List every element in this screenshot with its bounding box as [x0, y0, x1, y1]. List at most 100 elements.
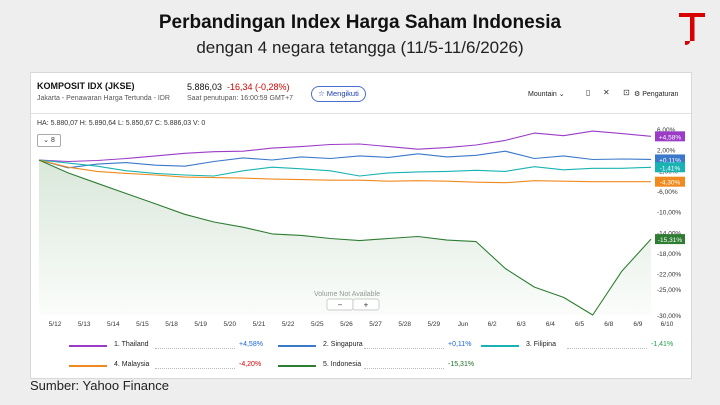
x-tick-label: 5/12	[49, 321, 62, 328]
plus-icon: +	[364, 301, 369, 310]
settings-button[interactable]: ⚙ Pengaturan	[634, 90, 678, 98]
x-tick-label: 5/18	[165, 321, 178, 328]
minus-icon: −	[338, 301, 343, 310]
line-chart: 6,00%2,00%-2,00%-6,00%-10,00%-14,00%-18,…	[38, 127, 685, 328]
y-tick-label: -30,00%	[657, 313, 681, 320]
legend-value: -15,31%	[448, 361, 475, 368]
legend-leader	[155, 348, 235, 349]
close-icon[interactable]: ✕	[603, 88, 610, 97]
fullscreen-icon[interactable]: ⊡	[623, 88, 630, 97]
chart-panel: KOMPOSIT IDX (JKSE) Jakarta - Penawaran …	[30, 72, 692, 379]
y-tick-label: -10,00%	[657, 210, 681, 217]
x-tick-label: 5/26	[340, 321, 353, 328]
legend-item[interactable]: 1. Thailand +4,58%	[69, 339, 269, 353]
legend-series-name: 2. Singapura	[323, 341, 363, 348]
legend-value: +4,58%	[239, 341, 263, 348]
series-line-3	[38, 159, 652, 177]
follow-label: Mengikuti	[326, 89, 359, 98]
x-tick-label: 5/28	[398, 321, 411, 328]
end-label-bg	[655, 154, 685, 165]
y-tick-label: -25,00%	[657, 287, 681, 294]
series-line-2	[38, 150, 652, 169]
close-time: Saat penutupan: 16:00:59 GMT+7	[187, 95, 294, 102]
end-label: -4,30%	[660, 180, 681, 187]
x-tick-label: 6/3	[517, 321, 526, 328]
price-change: -16,34 (-0,28%)	[227, 82, 290, 92]
legend-series-name: 5. Indonesia	[323, 361, 362, 368]
tempo-t-logo	[679, 13, 705, 45]
series-line-1	[38, 130, 652, 163]
series-line-4	[38, 159, 651, 184]
legend-series-name: 3. Filipina	[526, 341, 556, 348]
x-tick-label: 6/2	[488, 321, 497, 328]
legend-series-name: 1. Thailand	[114, 341, 149, 348]
legend-leader	[567, 348, 647, 349]
y-tick-label: -18,00%	[657, 251, 681, 258]
star-icon: ☆	[318, 89, 325, 98]
legend-item[interactable]: 4. Malaysia -4,20%	[69, 359, 269, 373]
end-label-bg	[655, 234, 685, 245]
divider	[31, 113, 691, 114]
x-tick-label: Jun	[458, 321, 469, 328]
x-tick-label: 6/10	[661, 321, 674, 328]
page-subtitle: dengan 4 negara tetangga (11/5-11/6/2026…	[196, 38, 524, 57]
legend-value: -1,41%	[651, 341, 674, 348]
legend-swatch	[69, 345, 107, 347]
end-label: -1,41%	[660, 165, 681, 172]
settings-label: Pengaturan	[642, 91, 679, 98]
ticker-name: KOMPOSIT IDX (JKSE)	[37, 81, 135, 91]
legend-series-name: 4. Malaysia	[114, 361, 150, 368]
x-tick-label: 5/13	[78, 321, 91, 328]
legend-item[interactable]: 5. Indonesia -15,31%	[278, 359, 478, 373]
end-label: +0,11%	[659, 157, 681, 164]
end-label-bg	[655, 176, 685, 187]
end-label-bg	[655, 162, 685, 173]
x-tick-label: 5/25	[311, 321, 324, 328]
exchange-info: Jakarta - Penawaran Harga Tertunda - IDR	[37, 95, 170, 102]
x-tick-label: 5/27	[369, 321, 382, 328]
y-tick-label: -6,00%	[657, 189, 678, 196]
x-tick-label: 6/9	[633, 321, 642, 328]
indicator-count: 8	[50, 137, 55, 144]
x-tick-label: 5/29	[428, 321, 441, 328]
follow-button[interactable]: ☆ Mengikuti	[311, 86, 366, 102]
indonesia-area	[39, 160, 651, 315]
ohlc-readout: HA: 5.880,07 H: 5.890,64 L: 5.850,67 C: …	[37, 120, 206, 127]
x-tick-label: 6/8	[604, 321, 613, 328]
x-tick-label: 5/22	[282, 321, 295, 328]
y-tick-label: -22,00%	[657, 272, 681, 279]
legend-value: +0,11%	[448, 341, 472, 348]
legend-swatch	[278, 345, 316, 347]
theme-label: Mountain	[528, 91, 557, 98]
y-tick-label: 2,00%	[657, 148, 676, 155]
x-tick-label: 5/20	[224, 321, 237, 328]
x-tick-label: 5/21	[253, 321, 266, 328]
legend-swatch	[481, 345, 519, 347]
legend-item[interactable]: 3. Filipina -1,41%	[481, 339, 681, 353]
price-value: 5.886,03	[187, 82, 223, 92]
end-label-bg	[655, 131, 685, 142]
end-label: +4,58%	[659, 134, 681, 141]
end-label: -15,31%	[658, 237, 682, 244]
series-line-5	[38, 159, 652, 316]
legend-value: -4,20%	[239, 361, 262, 368]
indicator-toggle[interactable]: ⌄ 8	[37, 134, 61, 147]
gear-icon: ⚙	[634, 91, 641, 98]
x-tick-label: 6/5	[575, 321, 584, 328]
x-tick-label: 5/19	[194, 321, 207, 328]
page-title: Perbandingan Index Harga Saham Indonesia	[158, 12, 562, 33]
y-tick-label: -14,00%	[657, 230, 681, 237]
legend-item[interactable]: 2. Singapura +0,11%	[278, 339, 478, 353]
chart-legend: 1. Thailand +4,58% 2. Singapura +0,11% 3. Fi…	[31, 335, 691, 375]
x-tick-label: 5/14	[107, 321, 120, 328]
legend-swatch	[278, 365, 316, 367]
x-tick-label: 5/15	[136, 321, 149, 328]
theme-select[interactable]: Mountain ⌄	[528, 90, 565, 98]
source-note: Sumber: Yahoo Finance	[30, 378, 169, 393]
x-tick-label: 6/4	[546, 321, 555, 328]
y-tick-label: 6,00%	[657, 127, 676, 134]
legend-leader	[364, 368, 444, 369]
layout-icon[interactable]: ▯	[586, 88, 591, 97]
zoom-in-button	[352, 298, 380, 311]
legend-swatch	[69, 365, 107, 367]
